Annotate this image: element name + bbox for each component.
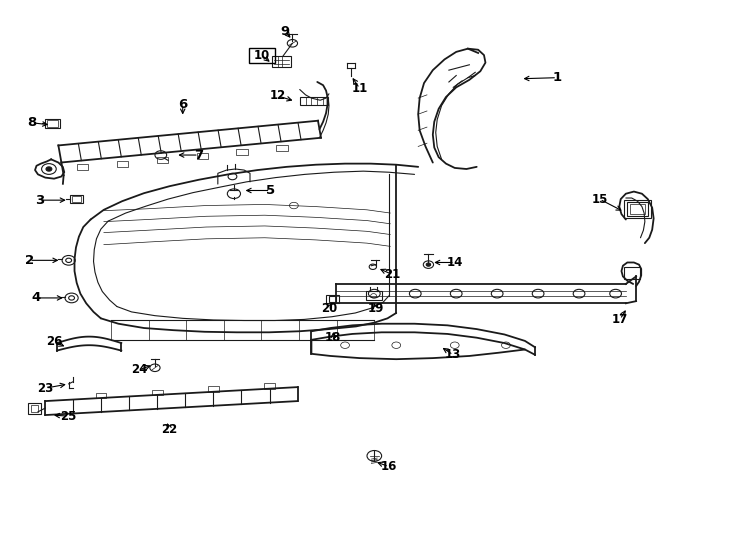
Text: 13: 13	[445, 348, 462, 361]
Bar	[631, 205, 645, 214]
Text: 14: 14	[446, 256, 463, 269]
Bar	[197, 153, 208, 159]
Bar	[236, 149, 248, 155]
Text: 16: 16	[381, 460, 397, 473]
Circle shape	[46, 167, 52, 171]
Bar	[208, 387, 219, 392]
Bar	[366, 292, 382, 300]
Bar	[77, 164, 88, 171]
Text: 8: 8	[27, 116, 37, 129]
Text: 23: 23	[37, 382, 54, 395]
Bar	[156, 157, 168, 163]
Bar	[625, 267, 641, 279]
Text: 15: 15	[592, 193, 608, 206]
Text: 19: 19	[368, 302, 384, 315]
Text: 24: 24	[131, 363, 147, 376]
Bar	[73, 197, 81, 202]
Text: 12: 12	[269, 90, 286, 103]
Bar	[264, 383, 275, 389]
Text: 1: 1	[553, 71, 562, 84]
Text: 7: 7	[195, 148, 203, 161]
Bar	[70, 195, 83, 204]
Circle shape	[426, 263, 431, 266]
Text: 10: 10	[253, 49, 270, 62]
Text: 21: 21	[384, 268, 400, 281]
Text: 3: 3	[34, 194, 44, 207]
Text: 22: 22	[161, 422, 178, 436]
Bar	[625, 200, 651, 218]
Text: 9: 9	[280, 25, 290, 38]
Bar	[48, 120, 58, 126]
Bar	[272, 56, 291, 67]
Bar	[117, 160, 128, 167]
Bar	[96, 393, 106, 398]
Bar	[329, 296, 336, 302]
Text: 4: 4	[32, 292, 41, 305]
Bar	[326, 295, 339, 303]
Text: 11: 11	[352, 82, 368, 95]
Text: 18: 18	[325, 331, 341, 344]
Bar	[46, 118, 60, 128]
Bar	[31, 406, 38, 412]
Bar	[277, 145, 288, 151]
Text: 17: 17	[612, 313, 628, 326]
Text: 6: 6	[178, 98, 187, 111]
Text: 26: 26	[46, 335, 62, 348]
Bar	[299, 97, 327, 105]
Text: 25: 25	[60, 410, 77, 423]
Bar	[249, 48, 275, 63]
Text: 5: 5	[266, 184, 275, 197]
Text: 20: 20	[321, 302, 337, 315]
Bar	[628, 202, 648, 217]
Text: 2: 2	[25, 254, 34, 267]
Bar	[28, 403, 41, 414]
Bar	[152, 389, 162, 395]
